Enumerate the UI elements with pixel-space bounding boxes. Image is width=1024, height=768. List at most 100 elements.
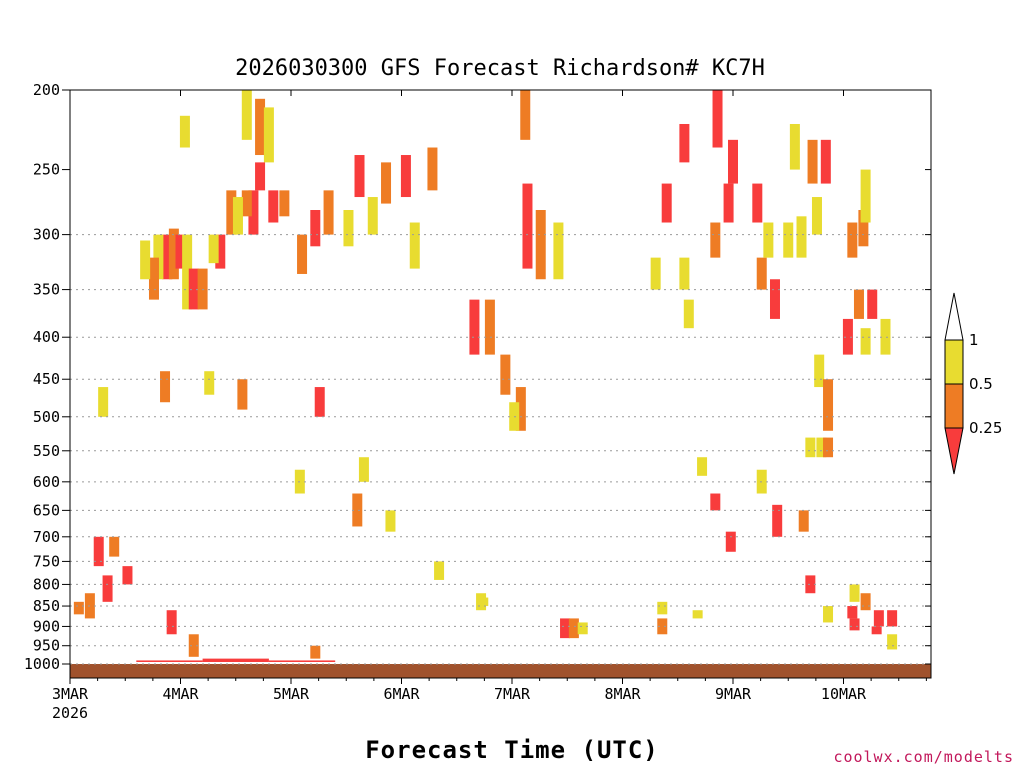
x-tick-label-6: 9MAR [715,685,752,703]
heatmap-cell-22 [297,234,308,274]
heatmap-cell-61 [553,222,564,280]
heatmap-cell-72 [723,183,734,223]
heatmap-cell-108 [772,504,783,537]
heatmap-cell-54 [484,299,495,355]
heatmap-cell-46 [310,645,321,659]
heatmap-cell-93 [823,379,834,431]
y-tick-label-600: 600 [33,473,60,491]
heatmap-cell-47 [352,493,363,527]
y-tick-label-500: 500 [33,408,60,426]
heatmap-cell-34 [237,379,248,410]
credit-text: coolwx.com/modelts [833,748,1014,766]
heatmap-cell-7 [268,190,279,223]
heatmap-cell-25 [343,210,354,247]
x-tick-label-3: 6MAR [383,685,420,703]
heatmap-cell-59 [522,183,533,269]
heatmap-cell-97 [798,510,809,532]
legend-label-1: 0.5 [969,375,993,393]
heatmap-cell-67 [650,257,661,290]
legend-swatch-red [944,427,964,475]
heatmap-cell-2 [255,98,266,156]
heatmap-cell-4 [255,162,266,191]
heatmap-cell-18 [188,268,199,310]
heatmap-cell-78 [783,222,794,258]
heatmap-cell-3 [263,107,274,163]
heatmap-cell-112 [697,457,708,476]
heatmap-cell-111 [710,493,721,511]
heatmap-cell-82 [820,139,831,184]
heatmap-cell-107 [887,634,898,650]
heatmap-cell-83 [811,197,822,235]
heatmap-cell-113 [657,601,668,615]
y-tick-label-200: 200 [33,81,60,99]
heatmap-cell-10 [232,197,243,235]
low-level-band-1 [136,660,203,662]
heatmap-cell-105 [871,626,882,635]
heatmap-cell-32 [160,371,171,403]
heatmap-cell-0 [179,115,190,148]
heatmap-cell-86 [842,318,853,355]
surface-band [70,658,931,678]
heatmap-cell-58 [520,90,531,140]
heatmap-cell-26 [354,155,365,198]
heatmap-cell-74 [752,183,763,223]
y-tick-label-350: 350 [33,281,60,299]
heatmap-cell-79 [796,216,807,258]
heatmap-cell-87 [860,328,871,355]
heatmap-cell-60 [535,210,546,280]
y-tick-label-650: 650 [33,501,60,519]
x-tick-label-1: 4MAR [162,685,199,703]
heatmap-cell-76 [769,279,780,319]
heatmap-cell-42 [102,575,113,602]
heatmap-cell-84 [847,222,858,258]
heatmap-cell-62 [560,618,571,639]
heatmap-cell-55 [515,387,526,431]
heatmap-cell-48 [358,457,369,482]
heatmap-cell-6 [241,190,252,217]
y-tick-label-450: 450 [33,370,60,388]
heatmap-cell-28 [400,155,411,198]
legend-swatch-yellow [944,339,964,385]
heatmap-cell-80 [789,123,800,170]
heatmap-cell-23 [310,210,321,247]
heatmap-cell-8 [279,190,290,217]
chart-title: 2026030300 GFS Forecast Richardson# KC7H [235,56,765,81]
heatmap-cell-35 [314,387,325,417]
y-tick-label-950: 950 [33,637,60,655]
heatmap-cell-81 [807,139,818,184]
heatmap-cell-31 [427,147,438,191]
heatmap-cell-39 [122,566,133,585]
heatmap-cell-29 [409,222,420,269]
y-tick-label-300: 300 [33,226,60,244]
legend-label-2: 0.25 [969,419,1002,437]
legend-label-0: 1 [969,331,979,349]
heatmap-cell-90 [867,289,878,319]
heatmap-cell-11 [215,234,226,269]
y-tick-label-400: 400 [33,328,60,346]
legend-swatch-white [944,292,964,341]
heatmap-cell-89 [853,289,864,319]
y-tick-label-550: 550 [33,442,60,460]
heatmap-cell-101 [860,593,871,611]
heatmap-cell-41 [73,601,84,615]
heatmap-cell-70 [712,90,723,148]
heatmap-cell-24 [323,190,334,235]
heatmap-cell-36 [98,387,109,417]
heatmap-cell-95 [823,437,834,458]
heatmap-cell-30 [367,197,378,235]
heatmap-cell-20 [140,240,151,280]
heatmap-cell-92 [814,354,825,388]
y-tick-label-250: 250 [33,161,60,179]
heatmap-cell-100 [849,584,860,602]
heatmap-cell-1 [241,90,252,140]
heatmap-cell-88 [880,318,891,355]
heatmap-cell-103 [873,610,884,627]
heatmap-cell-49 [385,510,396,532]
heatmap-cell-71 [728,139,738,184]
heatmap-cell-63 [568,618,579,639]
y-tick-label-800: 800 [33,575,60,593]
ground-surface [70,664,931,678]
y-tick-label-700: 700 [33,528,60,546]
heatmap-cell-27 [381,162,392,204]
